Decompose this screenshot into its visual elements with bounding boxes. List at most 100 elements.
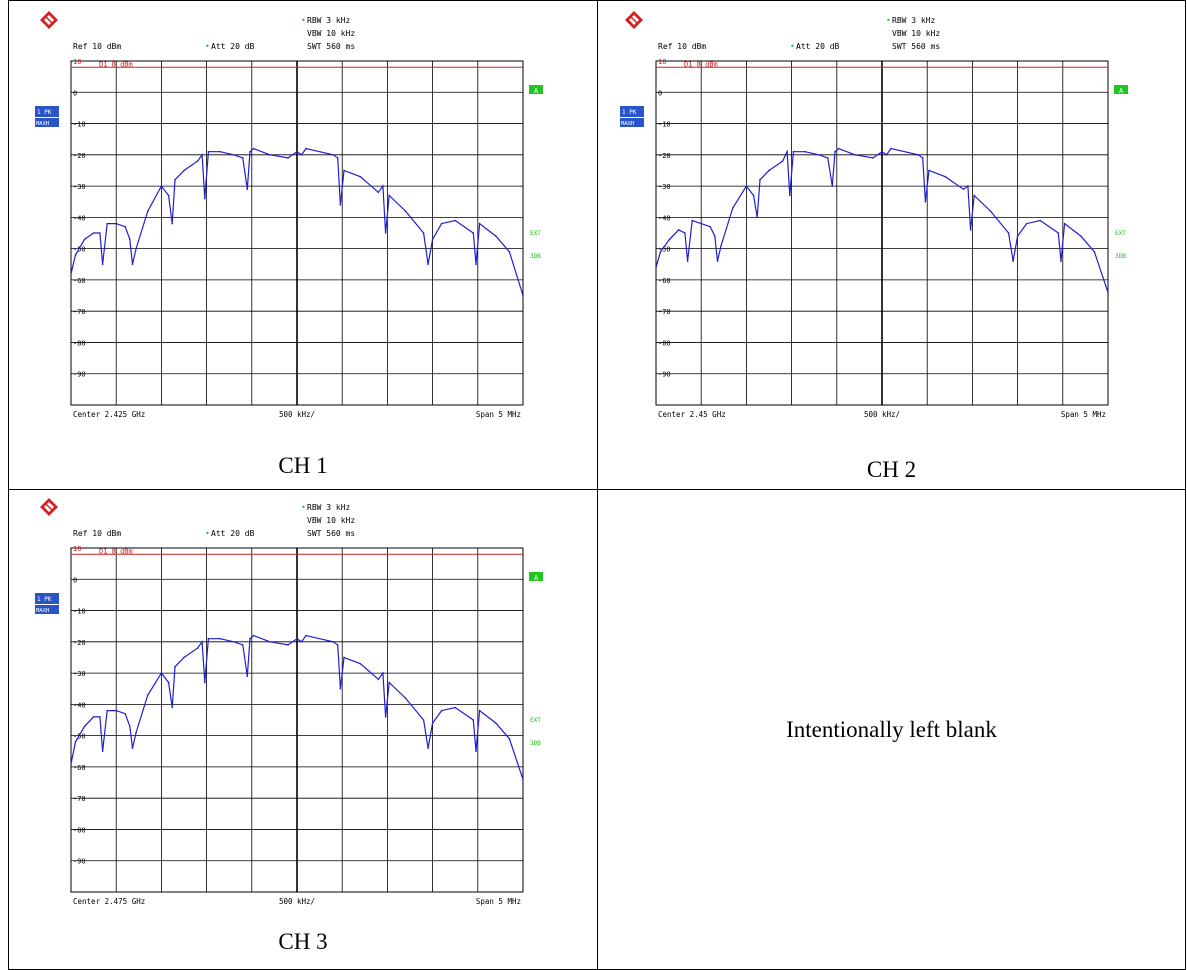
trace-point (359, 662, 362, 665)
trace-point (967, 185, 969, 187)
trace-point (232, 641, 235, 643)
trace-point (92, 716, 95, 718)
ref-text: Ref 10 dBm (658, 42, 706, 51)
marker-a-bg (529, 85, 543, 94)
ext-text: EXT (1115, 230, 1126, 237)
trace-point (171, 706, 174, 709)
trace-point (252, 147, 255, 150)
trace-point (834, 150, 836, 153)
trace-point (659, 250, 662, 253)
swt-text: SWT 560 ms (307, 529, 355, 538)
panel-ch1: • RBW 3 kHz VBW 10 kHz SWT 560 ms Ref 10 dBm… (9, 1, 598, 490)
trace-point (171, 222, 174, 225)
trace-point (336, 644, 339, 646)
att-dot: • (205, 42, 210, 51)
trace-point (817, 154, 820, 156)
y-tick-label: -20 (658, 152, 671, 160)
trace-point (831, 185, 834, 187)
rbw-text: RBW 3 kHz (892, 16, 936, 25)
db3-text: 3DB (1115, 253, 1126, 260)
trace-point (781, 160, 784, 162)
marker-a-text: A (534, 574, 539, 582)
trace-point (174, 666, 176, 668)
y-tick-label: -30 (73, 183, 86, 191)
trace-point (720, 244, 722, 247)
results-table: • RBW 3 kHz VBW 10 kHz SWT 560 ms Ref 10 dBm… (8, 0, 1186, 970)
trace-point (495, 722, 497, 724)
trace-point (201, 154, 203, 156)
trace-point (508, 250, 511, 253)
trace-point (962, 188, 965, 191)
trace-point (768, 169, 770, 172)
trace-point (1093, 250, 1096, 253)
limit-label: D1 8 dBm (99, 60, 133, 68)
trace-point (332, 641, 334, 643)
trace-point (300, 641, 303, 643)
trace-point (382, 672, 384, 674)
y-tick-label: -60 (658, 277, 671, 285)
trace-mode-bg (35, 605, 59, 614)
span-text: Span 5 MHz (1061, 410, 1106, 419)
trace-point (384, 232, 387, 234)
rs-logo-icon (625, 11, 643, 29)
trace-point (431, 238, 434, 241)
rbw-dot: • (886, 16, 891, 25)
trace-point (147, 210, 149, 212)
trace-point (128, 725, 131, 728)
trace-point (890, 147, 892, 150)
ref-text: Ref 10 dBm (73, 42, 121, 51)
trace-point (686, 260, 689, 262)
spectrum-shot: • RBW 3 kHz VBW 10 kHz SWT 560 ms Ref 10 dBm… (616, 7, 1136, 425)
trace-point (1012, 260, 1014, 262)
trace-point (92, 232, 95, 234)
trace-point (989, 210, 992, 212)
blank-note: Intentionally left blank (786, 716, 997, 742)
trace-point (700, 222, 702, 225)
trace-point (924, 200, 927, 203)
per-div-text: 500 kHz/ (279, 897, 315, 906)
trace-point (83, 238, 86, 241)
y-tick-label: -20 (73, 152, 86, 160)
trace-point (167, 681, 170, 684)
marker-a-bg (1114, 85, 1128, 94)
trace-badge-bg (35, 106, 59, 117)
trace-point (478, 222, 481, 225)
trace-point (203, 197, 206, 200)
trace-point (788, 194, 791, 197)
trace-point (495, 235, 497, 237)
trace-point (160, 185, 163, 187)
trace-point (300, 154, 303, 156)
y-tick-label: -90 (658, 371, 671, 379)
y-tick-label: -80 (658, 339, 671, 347)
trace-point (115, 709, 117, 712)
trace-point (359, 175, 362, 178)
trace-point (384, 716, 387, 718)
trace-point (167, 194, 170, 197)
trace-mode-bg (35, 118, 59, 127)
trace-point (203, 681, 206, 684)
y-tick-label: -50 (658, 246, 671, 254)
trace-point (128, 238, 131, 241)
logo-slash (44, 502, 54, 512)
trace-badge-bg (620, 106, 644, 117)
trace-point (677, 229, 680, 231)
y-tick-label: -40 (658, 214, 671, 222)
trace-line (655, 147, 1109, 293)
trace-point (124, 225, 127, 228)
db3-text: 3DB (530, 253, 541, 260)
ext-text: EXT (530, 230, 541, 237)
trace-point (131, 263, 134, 266)
trace-point (921, 157, 924, 159)
trace-point (709, 225, 712, 228)
att-text: Att 20 dB (211, 42, 255, 51)
trace-point (99, 716, 101, 718)
trace-point (70, 272, 72, 275)
trace-point (343, 169, 345, 172)
trace-point (655, 266, 657, 269)
trace-point (339, 687, 342, 690)
trace-badge-text: 1 PK (37, 596, 52, 603)
trace-point (382, 185, 384, 187)
y-tick-label: -10 (73, 608, 86, 616)
y-tick-label: -80 (73, 826, 86, 834)
